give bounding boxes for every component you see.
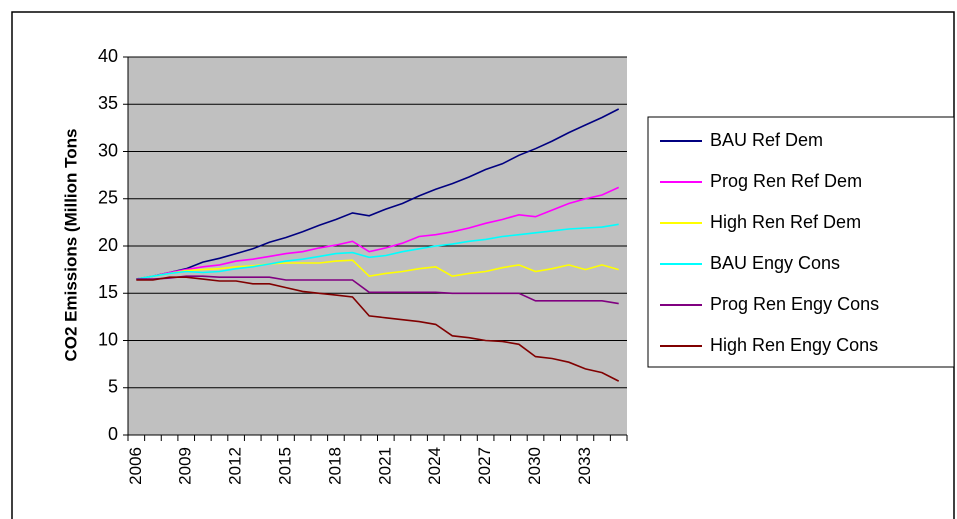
series-line [136, 108, 620, 280]
y-tick-label: 35 [98, 93, 118, 113]
legend-label: BAU Engy Cons [710, 253, 840, 273]
y-axis-label: CO2 Emissions (Million Tons [61, 129, 80, 362]
x-tick-label: 2009 [176, 447, 195, 485]
legend-label: High Ren Engy Cons [710, 335, 878, 355]
x-tick-label: 2012 [226, 447, 245, 485]
x-tick-label: 2027 [475, 447, 494, 485]
x-tick-label: 2030 [525, 447, 544, 485]
x-tick-label: 2015 [276, 447, 295, 485]
y-tick-label: 0 [108, 424, 118, 444]
y-tick-label: 15 [98, 282, 118, 302]
series-line [136, 275, 619, 305]
y-tick-label: 40 [98, 46, 118, 66]
y-tick-label: 30 [98, 140, 118, 160]
y-tick-label: 20 [98, 235, 118, 255]
y-tick-label: 5 [108, 377, 118, 397]
series-line [136, 223, 619, 280]
legend-label: High Ren Ref Dem [710, 212, 861, 232]
x-tick-label: 2021 [375, 447, 394, 485]
legend-label: BAU Ref Dem [710, 130, 823, 150]
legend-label: Prog Ren Engy Cons [710, 294, 879, 314]
x-tick-label: 2018 [325, 447, 344, 485]
x-tick-label: 2024 [425, 447, 444, 485]
series-line [136, 259, 619, 280]
series-line [136, 186, 620, 280]
legend-box [647, 116, 955, 368]
series-line [136, 276, 620, 382]
y-tick-label: 25 [98, 188, 118, 208]
x-tick-label: 2006 [126, 447, 145, 485]
x-tick-label: 2033 [575, 447, 594, 485]
legend-label: Prog Ren Ref Dem [710, 171, 862, 191]
y-tick-label: 10 [98, 329, 118, 349]
